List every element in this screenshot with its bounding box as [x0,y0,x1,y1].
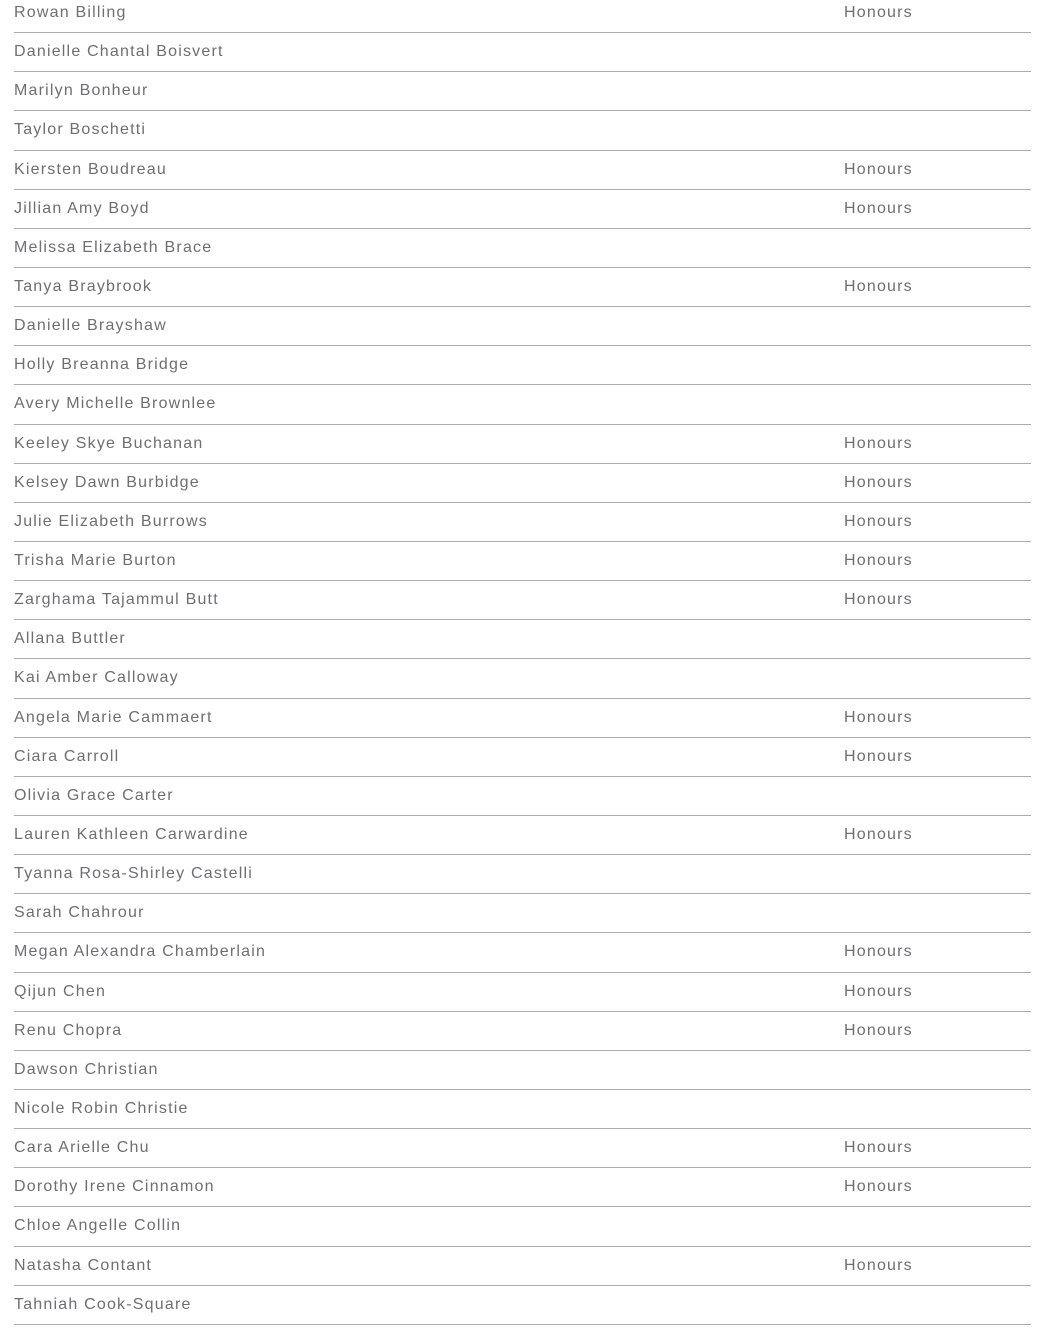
table-row: Lauren Kathleen Carwardine Honours [14,816,1031,856]
graduate-name: Dorothy Irene Cinnamon [14,1178,215,1196]
graduate-name: Megan Alexandra Chamberlain [14,943,267,961]
graduate-name: Sarah Chahrour [14,904,145,922]
honours-badge: Honours [844,512,913,530]
honours-badge: Honours [844,552,913,570]
graduate-name: Holly Breanna Bridge [14,356,190,374]
honours-badge: Honours [844,826,913,844]
honours-badge: Honours [844,278,913,296]
graduate-name: Tahniah Cook-Square [14,1295,192,1313]
graduate-name: Kiersten Boudreau [14,160,167,178]
table-row: Dorothy Irene Cinnamon Honours [14,1168,1031,1208]
graduate-name: Olivia Grace Carter [14,786,174,804]
honours-badge: Honours [844,1178,913,1196]
graduate-name: Rowan Billing [14,4,127,22]
honours-badge: Honours [844,708,913,726]
table-row: Natasha Contant Honours [14,1247,1031,1286]
graduate-name: Qijun Chen [14,982,107,1000]
table-row: Marilyn Bonheur [14,72,1031,112]
table-row: Zarghama Tajammul Butt Honours [14,581,1031,621]
honours-badge: Honours [844,1256,913,1274]
honours-badge: Honours [844,160,913,178]
table-row: Ciara Carroll Honours [14,738,1031,777]
table-row: Megan Alexandra Chamberlain Honours [14,933,1031,973]
table-row: Julie Elizabeth Burrows Honours [14,503,1031,542]
graduate-name: Melissa Elizabeth Brace [14,238,213,256]
table-row: Qijun Chen Honours [14,973,1031,1012]
table-row: Rowan Billing Honours [14,0,1031,34]
table-row: Holly Breanna Bridge [14,346,1031,386]
table-row: Kelsey Dawn Burbidge Honours [14,464,1031,503]
graduate-list: Rowan Billing Honours Danielle Chantal B… [14,0,1031,1325]
graduate-name: Natasha Contant [14,1256,153,1274]
graduate-name: Nicole Robin Christie [14,1100,189,1117]
honours-badge: Honours [844,199,913,217]
table-row: Tahniah Cook-Square [14,1286,1031,1325]
graduate-name: Renu Chopra [14,1021,123,1039]
graduate-name: Keeley Skye Buchanan [14,434,204,452]
graduate-name: Taylor Boschetti [14,121,147,139]
graduate-name: Jillian Amy Boyd [14,199,150,217]
table-row: Keeley Skye Buchanan Honours [14,425,1031,464]
table-row: Tyanna Rosa-Shirley Castelli [14,855,1031,895]
honours-badge: Honours [844,943,913,961]
graduate-name: Kai Amber Calloway [14,669,179,687]
honours-badge: Honours [844,747,913,765]
table-row: Allana Buttler [14,620,1031,660]
honours-badge: Honours [844,473,913,491]
graduate-name: Marilyn Bonheur [14,82,149,100]
table-row: Trisha Marie Burton Honours [14,542,1031,582]
graduate-name: Julie Elizabeth Burrows [14,512,208,530]
graduate-name: Danielle Chantal Boisvert [14,43,224,61]
table-row: Renu Chopra Honours [14,1012,1031,1051]
honours-badge: Honours [844,434,913,452]
table-row: Avery Michelle Brownlee [14,385,1031,425]
table-row: Angela Marie Cammaert Honours [14,699,1031,738]
table-row: Chloe Angelle Collin [14,1207,1031,1247]
graduate-name: Dawson Christian [14,1060,159,1078]
honours-badge: Honours [844,591,913,609]
graduate-name: Angela Marie Cammaert [14,708,213,726]
table-row: Jillian Amy Boyd Honours [14,190,1031,229]
honours-badge: Honours [844,1139,913,1157]
graduate-name: Kelsey Dawn Burbidge [14,473,200,491]
honours-badge: Honours [844,4,913,22]
graduate-name: Chloe Angelle Collin [14,1217,182,1235]
table-row: Kiersten Boudreau Honours [14,151,1031,190]
table-row: Danielle Chantal Boisvert [14,33,1031,73]
graduate-name: Danielle Brayshaw [14,317,167,335]
graduate-name: Tyanna Rosa-Shirley Castelli [14,865,254,883]
table-row: Melissa Elizabeth Brace [14,229,1031,268]
table-row: Sarah Chahrour [14,894,1031,934]
table-row: Cara Arielle Chu Honours [14,1129,1031,1169]
honours-badge: Honours [844,1021,913,1039]
table-row: Olivia Grace Carter [14,777,1031,816]
graduate-name: Tanya Braybrook [14,278,153,296]
honours-badge: Honours [844,982,913,1000]
table-row: Dawson Christian [14,1051,1031,1090]
table-row: Nicole Robin Christie [14,1090,1031,1130]
graduate-name: Ciara Carroll [14,747,120,765]
graduate-name: Trisha Marie Burton [14,552,177,570]
graduate-name: Lauren Kathleen Carwardine [14,826,249,844]
graduate-name: Avery Michelle Brownlee [14,395,217,413]
graduate-name: Zarghama Tajammul Butt [14,591,219,609]
graduate-name: Allana Buttler [14,630,126,648]
table-row: Kai Amber Calloway [14,659,1031,699]
graduate-name: Cara Arielle Chu [14,1139,150,1157]
table-row: Danielle Brayshaw [14,307,1031,347]
table-row: Taylor Boschetti [14,111,1031,151]
table-row: Tanya Braybrook Honours [14,268,1031,308]
